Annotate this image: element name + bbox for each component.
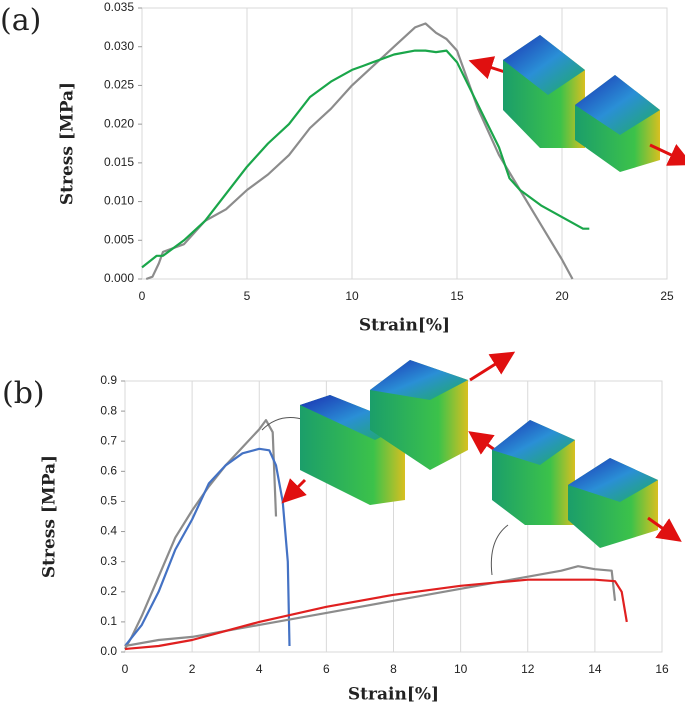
y-tick-label: 0.000 [104,271,134,285]
data-line [141,49,590,269]
x-tick-label: 2 [189,662,196,676]
y-tick-label: 0.025 [104,78,134,92]
data-line [124,578,628,651]
y-tick-label: 0.005 [104,232,134,246]
x-tick-label: 14 [588,662,602,676]
arrow [469,351,516,382]
cube-face [370,360,468,400]
arrow [649,143,685,166]
arrow [281,478,307,504]
x-tick-label: 5 [244,289,251,303]
y-axis-title: Stress [MPa] [40,455,60,578]
leader-line [490,524,509,576]
y-tick-label: 0.7 [100,433,117,447]
y-tick-label: 0.8 [100,403,117,417]
arrow [468,56,506,80]
x-tick-label: 25 [660,289,674,303]
arrow [468,431,496,455]
y-axis-title: Stress [MPa] [58,82,78,205]
y-tick-label: 0.4 [100,524,117,538]
y-tick-label: 0.015 [104,155,134,169]
x-tick-label: 6 [323,662,330,676]
x-tick-label: 0 [122,662,129,676]
data-line [124,565,617,648]
x-tick-label: 10 [454,662,468,676]
x-tick-label: 10 [345,289,359,303]
x-tick-label: 8 [390,662,397,676]
cube-face [568,458,658,502]
data-line [124,447,291,647]
x-axis-title: Strain[%] [348,685,439,705]
x-tick-label: 20 [555,289,569,303]
x-tick-label: 12 [521,662,535,676]
cube-face [503,35,585,95]
y-tick-label: 0.9 [100,373,117,387]
data-line [145,22,574,281]
arrow [647,516,682,542]
data-line [124,419,278,650]
panel-label: (b) [2,376,45,411]
y-tick-label: 0.1 [100,614,117,628]
x-tick-label: 15 [450,289,464,303]
x-tick-label: 16 [655,662,669,676]
y-tick-label: 0.6 [100,464,117,478]
cube-face [575,75,660,135]
y-tick-label: 0.020 [104,116,134,130]
simulation-insets [261,35,685,576]
cube-face [492,420,575,465]
y-tick-label: 0.010 [104,194,134,208]
y-tick-label: 0.035 [104,0,134,14]
x-axis-title: Strain[%] [359,316,450,336]
y-tick-label: 0.5 [100,494,117,508]
x-tick-label: 0 [139,289,146,303]
y-tick-label: 0.030 [104,39,134,53]
y-tick-label: 0.2 [100,584,117,598]
y-tick-label: 0.0 [100,644,117,658]
y-tick-label: 0.3 [100,554,117,568]
panel-label: (a) [0,3,41,38]
x-tick-label: 4 [256,662,263,676]
